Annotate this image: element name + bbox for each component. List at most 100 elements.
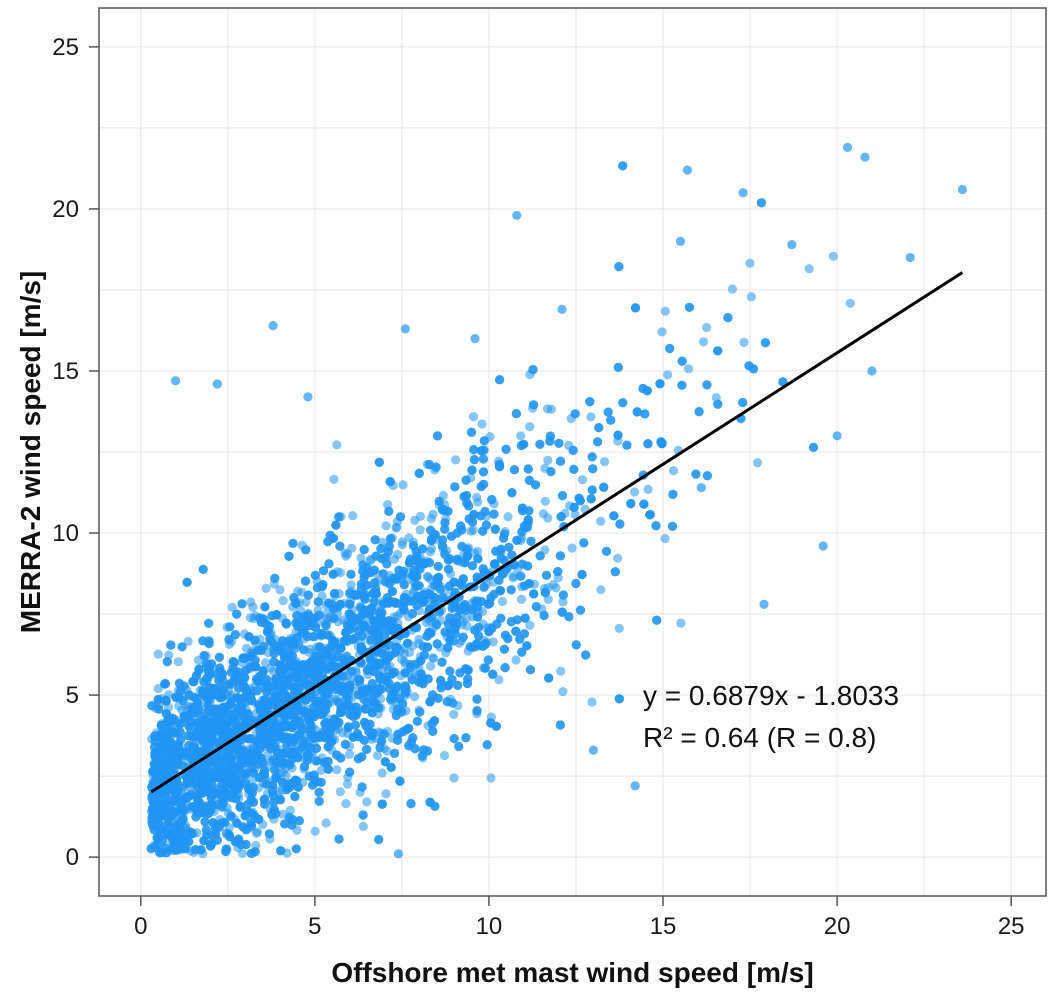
scatter-point bbox=[241, 643, 252, 654]
scatter-point bbox=[660, 533, 670, 544]
scatter-point bbox=[291, 844, 301, 854]
scatter-point bbox=[739, 337, 749, 347]
scatter-point bbox=[468, 525, 478, 535]
scatter-point bbox=[596, 516, 606, 526]
scatter-point bbox=[508, 571, 519, 581]
scatter-point bbox=[340, 548, 350, 558]
scatter-point bbox=[804, 264, 814, 274]
scatter-point bbox=[587, 697, 597, 707]
scatter-point bbox=[511, 655, 521, 665]
scatter-point bbox=[332, 765, 342, 775]
scatter-point bbox=[477, 419, 487, 429]
scatter-point bbox=[543, 455, 553, 465]
scatter-point bbox=[540, 496, 551, 506]
scatter-point bbox=[321, 818, 331, 828]
scatter-point bbox=[382, 746, 392, 756]
scatter-point bbox=[332, 440, 342, 450]
scatter-point bbox=[397, 537, 407, 547]
scatter-point bbox=[845, 298, 855, 308]
scatter-point bbox=[377, 768, 387, 778]
scatter-point bbox=[385, 534, 396, 544]
scatter-point bbox=[523, 464, 533, 474]
scatter-point bbox=[525, 620, 535, 630]
scatter-point bbox=[541, 570, 552, 580]
scatter-point bbox=[426, 661, 436, 671]
scatter-point bbox=[449, 709, 459, 720]
scatter-point bbox=[614, 623, 624, 634]
scatter-point bbox=[676, 618, 686, 628]
scatter-point bbox=[643, 484, 653, 494]
scatter-point bbox=[596, 585, 606, 595]
scatter-point bbox=[348, 511, 358, 521]
scatter-point bbox=[516, 594, 527, 604]
scatter-point bbox=[558, 687, 568, 697]
scatter-point bbox=[556, 666, 566, 676]
scatter-point bbox=[426, 544, 437, 554]
scatter-point bbox=[473, 497, 483, 507]
scatter-point bbox=[334, 512, 344, 522]
scatter-point bbox=[660, 306, 670, 316]
scatter-point bbox=[285, 805, 295, 815]
scatter-point bbox=[381, 521, 391, 531]
scatter-point bbox=[568, 445, 578, 455]
scatter-point bbox=[260, 658, 271, 668]
scatter-point bbox=[745, 258, 755, 268]
scatter-point bbox=[261, 583, 271, 594]
scatter-point bbox=[341, 799, 351, 809]
scatter-point bbox=[389, 554, 400, 564]
scatter-point bbox=[383, 500, 393, 510]
scatter-point bbox=[428, 653, 439, 664]
scatter-point bbox=[467, 561, 477, 571]
scatter-point bbox=[324, 559, 334, 569]
scatter-point bbox=[586, 412, 596, 422]
scatter-point bbox=[381, 789, 391, 799]
scatter-point bbox=[264, 829, 274, 839]
scatter-point bbox=[335, 787, 345, 797]
scatter-point bbox=[828, 251, 839, 261]
scatter-point bbox=[497, 596, 508, 607]
scatter-point bbox=[415, 525, 425, 535]
scatter-point bbox=[554, 438, 564, 448]
scatter-point bbox=[269, 657, 279, 667]
scatter-point bbox=[329, 474, 339, 484]
scatter-point bbox=[301, 597, 311, 607]
scatter-point bbox=[558, 597, 568, 607]
scatter-point bbox=[147, 701, 157, 711]
scatter-point bbox=[342, 779, 353, 789]
scatter-point bbox=[316, 765, 326, 776]
scatter-point bbox=[499, 644, 509, 654]
scatter-point bbox=[392, 522, 402, 532]
scatter-point bbox=[310, 826, 320, 836]
scatter-point bbox=[668, 466, 679, 476]
scatter-point bbox=[347, 543, 357, 553]
scatter-point bbox=[630, 487, 640, 497]
scatter-point bbox=[275, 585, 285, 595]
scatter-point bbox=[525, 422, 535, 432]
scatter-point bbox=[702, 322, 712, 333]
scatter-point bbox=[432, 620, 442, 630]
scatter-point bbox=[409, 692, 420, 702]
scatter-point bbox=[683, 364, 694, 374]
scatter-point bbox=[543, 594, 553, 605]
scatter-point bbox=[496, 553, 506, 563]
scatter-point bbox=[248, 602, 258, 612]
scatter-point bbox=[727, 284, 738, 294]
scatter-point bbox=[486, 773, 496, 783]
scatter-point bbox=[449, 773, 459, 783]
scatter-point bbox=[489, 509, 499, 519]
scatter-point bbox=[494, 675, 504, 685]
scatter-point bbox=[362, 744, 372, 755]
scatter-point bbox=[358, 821, 368, 832]
scatter-point bbox=[472, 694, 482, 704]
scatter-point bbox=[567, 543, 577, 553]
scatter-point bbox=[468, 412, 479, 422]
scatter-point bbox=[278, 596, 288, 606]
scatter-point bbox=[538, 509, 549, 519]
scatter-point bbox=[362, 797, 372, 807]
scatter-point bbox=[657, 327, 667, 337]
scatter-point bbox=[153, 649, 163, 659]
scatter-point bbox=[503, 512, 513, 522]
scatter-point bbox=[600, 457, 610, 467]
scatter-point bbox=[344, 749, 354, 760]
